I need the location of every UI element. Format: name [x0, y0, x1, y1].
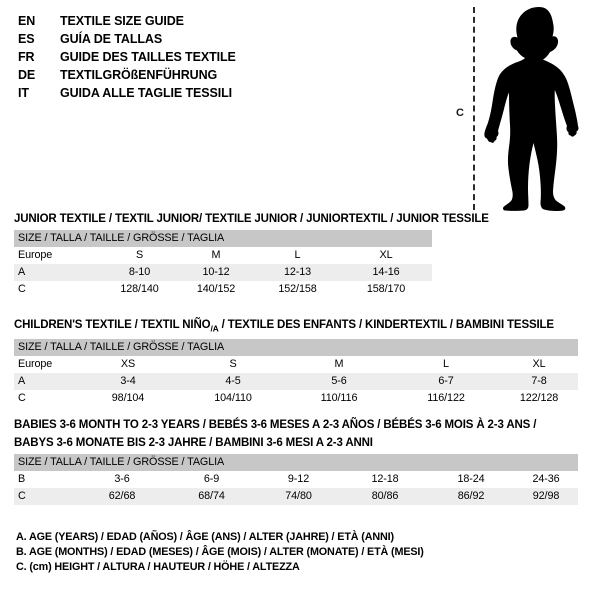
- toddler-silhouette-icon: [484, 7, 579, 212]
- section-title-babies-line2: BABYS 3-6 MONATE BIS 2-3 JAHRE / BAMBINI…: [14, 437, 373, 449]
- section-childrens-textile: CHILDREN'S TEXTILE / TEXTIL NIÑO/A / TEX…: [14, 318, 579, 408]
- language-code-it: IT: [18, 86, 29, 100]
- cell-value: 80/86: [342, 488, 428, 505]
- language-title-es: GUÍA DE TALLAS: [60, 32, 163, 46]
- cell-value: 92/98: [514, 488, 579, 505]
- row-label: A: [14, 373, 76, 391]
- band-label-junior: SIZE / TALLA / TAILLE / GRÖSSE / TAGLIA: [14, 230, 433, 247]
- cell-value: 3-4: [76, 373, 180, 391]
- section-title-childrens: CHILDREN'S TEXTILE / TEXTIL NIÑO/A / TEX…: [14, 318, 578, 335]
- band-label-babies: SIZE / TALLA / TAILLE / GRÖSSE / TAGLIA: [14, 454, 579, 471]
- language-title-fr: GUIDE DES TAILLES TEXTILE: [60, 50, 236, 64]
- row-label: Europe: [14, 356, 76, 374]
- table-babies: SIZE / TALLA / TAILLE / GRÖSSE / TAGLIA …: [14, 454, 579, 505]
- language-code-de: DE: [18, 68, 36, 82]
- table-row: SIZE / TALLA / TAILLE / GRÖSSE / TAGLIA: [14, 339, 579, 357]
- section-title-childrens-post: / TEXTILE DES ENFANTS / KINDERTEXTIL / B…: [218, 319, 554, 331]
- height-measurement-figure: C: [445, 2, 595, 214]
- cell-value: 10-12: [177, 264, 255, 281]
- cell-value: 3-6: [76, 471, 168, 488]
- cell-value: XL: [340, 247, 433, 264]
- cell-value: 98/104: [76, 390, 180, 408]
- table-row: A 8-10 10-12 12-13 14-16: [14, 264, 433, 281]
- language-title-it: GUIDA ALLE TAGLIE TESSILI: [60, 86, 233, 100]
- cell-value: 12-18: [342, 471, 428, 488]
- cell-value: M: [177, 247, 255, 264]
- cell-value: XS: [76, 356, 180, 374]
- cell-value: 6-9: [168, 471, 255, 488]
- section-junior-textile: JUNIOR TEXTILE / TEXTIL JUNIOR/ TEXTILE …: [14, 212, 489, 298]
- row-label: B: [14, 471, 76, 488]
- cell-value: XL: [500, 356, 579, 374]
- language-row-en: EN TEXTILE SIZE GUIDE: [18, 12, 438, 30]
- cell-value: 128/140: [102, 281, 177, 298]
- table-row: B 3-6 6-9 9-12 12-18 18-24 24-36: [14, 471, 579, 488]
- language-code-en: EN: [18, 14, 36, 28]
- table-row: A 3-4 4-5 5-6 6-7 7-8: [14, 373, 579, 391]
- cell-value: 74/80: [255, 488, 342, 505]
- row-label: Europe: [14, 247, 102, 264]
- legend-row-c: C. (cm) HEIGHT / ALTURA / HAUTEUR / HÖHE…: [16, 561, 300, 573]
- table-row: C 98/104 104/110 110/116 116/122 122/128: [14, 390, 579, 408]
- row-label: C: [14, 281, 102, 298]
- table-row: C 128/140 140/152 152/158 158/170: [14, 281, 433, 298]
- table-row: C 62/68 68/74 74/80 80/86 86/92 92/98: [14, 488, 579, 505]
- cell-value: 104/110: [180, 390, 286, 408]
- language-row-de: DE TEXTILGRÖßENFÜHRUNG: [18, 66, 438, 84]
- cell-value: 9-12: [255, 471, 342, 488]
- measurement-label-c: C: [456, 107, 464, 119]
- table-childrens: SIZE / TALLA / TAILLE / GRÖSSE / TAGLIA …: [14, 339, 579, 408]
- band-label-childrens: SIZE / TALLA / TAILLE / GRÖSSE / TAGLIA: [14, 339, 579, 357]
- cell-value: 7-8: [500, 373, 579, 391]
- cell-value: 122/128: [500, 390, 579, 408]
- dashed-measure-line-icon: [473, 7, 475, 210]
- section-title-childrens-sub: /A: [210, 323, 219, 334]
- cell-value: M: [286, 356, 392, 374]
- cell-value: L: [392, 356, 500, 374]
- language-row-es: ES GUÍA DE TALLAS: [18, 30, 438, 48]
- legend-row-b: B. AGE (MONTHS) / EDAD (MESES) / ÂGE (MO…: [16, 546, 424, 558]
- row-label: A: [14, 264, 102, 281]
- cell-value: 6-7: [392, 373, 500, 391]
- cell-value: 12-13: [255, 264, 340, 281]
- section-babies-textile: BABIES 3-6 MONTH TO 2-3 YEARS / BEBÉS 3-…: [14, 418, 579, 505]
- language-code-fr: FR: [18, 50, 35, 64]
- cell-value: 4-5: [180, 373, 286, 391]
- table-row: Europe S M L XL: [14, 247, 433, 264]
- cell-value: 86/92: [428, 488, 514, 505]
- cell-value: 62/68: [76, 488, 168, 505]
- cell-value: 116/122: [392, 390, 500, 408]
- cell-value: S: [102, 247, 177, 264]
- cell-value: 18-24: [428, 471, 514, 488]
- table-row: SIZE / TALLA / TAILLE / GRÖSSE / TAGLIA: [14, 454, 579, 471]
- language-title-de: TEXTILGRÖßENFÜHRUNG: [60, 68, 218, 82]
- row-label: C: [14, 488, 76, 505]
- cell-value: 152/158: [255, 281, 340, 298]
- cell-value: 158/170: [340, 281, 433, 298]
- language-code-es: ES: [18, 32, 35, 46]
- section-title-childrens-pre: CHILDREN'S TEXTILE / TEXTIL NIÑO: [14, 319, 211, 331]
- language-header: EN TEXTILE SIZE GUIDE ES GUÍA DE TALLAS …: [18, 12, 438, 102]
- section-title-babies-line1: BABIES 3-6 MONTH TO 2-3 YEARS / BEBÉS 3-…: [14, 419, 537, 431]
- language-title-en: TEXTILE SIZE GUIDE: [60, 14, 184, 28]
- legend-block: A. AGE (YEARS) / EDAD (AÑOS) / ÂGE (ANS)…: [16, 530, 576, 575]
- cell-value: 140/152: [177, 281, 255, 298]
- section-title-junior: JUNIOR TEXTILE / TEXTIL JUNIOR/ TEXTILE …: [14, 213, 489, 225]
- cell-value: 110/116: [286, 390, 392, 408]
- cell-value: S: [180, 356, 286, 374]
- cell-value: 24-36: [514, 471, 579, 488]
- cell-value: 68/74: [168, 488, 255, 505]
- row-label: C: [14, 390, 76, 408]
- cell-value: 14-16: [340, 264, 433, 281]
- language-row-fr: FR GUIDE DES TAILLES TEXTILE: [18, 48, 438, 66]
- table-row: Europe XS S M L XL: [14, 356, 579, 374]
- cell-value: 8-10: [102, 264, 177, 281]
- language-row-it: IT GUIDA ALLE TAGLIE TESSILI: [18, 84, 438, 102]
- table-junior: SIZE / TALLA / TAILLE / GRÖSSE / TAGLIA …: [14, 230, 433, 298]
- cell-value: L: [255, 247, 340, 264]
- legend-row-a: A. AGE (YEARS) / EDAD (AÑOS) / ÂGE (ANS)…: [16, 531, 394, 543]
- table-row: SIZE / TALLA / TAILLE / GRÖSSE / TAGLIA: [14, 230, 433, 247]
- cell-value: 5-6: [286, 373, 392, 391]
